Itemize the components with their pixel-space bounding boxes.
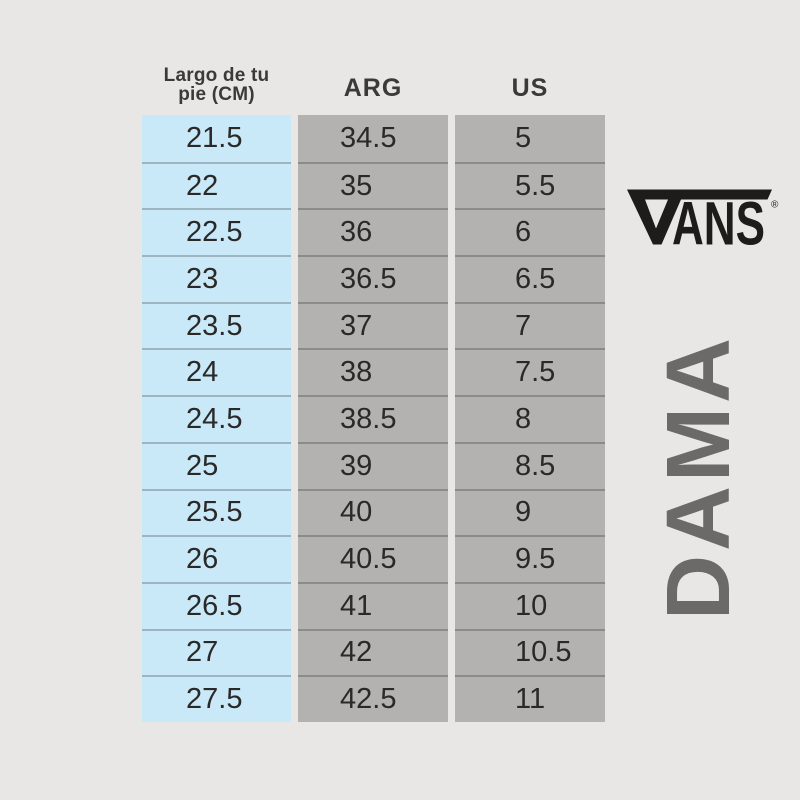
cell-size-arg: 37	[298, 301, 448, 349]
cell-size-arg: 38	[298, 348, 448, 396]
cell-size-us: 10	[455, 581, 605, 629]
size-table-body: 21.5 34.5 5 22 35 5.5 22.5 36 6 23 36.5 6.5 23.5 37 7 2…	[142, 115, 605, 722]
cell-foot-length-cm: 26.5	[142, 581, 291, 629]
cell-foot-length-cm: 27.5	[142, 675, 291, 722]
header-foot-length: Largo de tu pie (CM)	[142, 60, 291, 115]
cell-size-us: 9	[455, 488, 605, 536]
header-us: US	[511, 74, 549, 102]
size-table-header: Largo de tu pie (CM) ARG US	[142, 60, 605, 115]
cell-size-us: 11	[455, 675, 605, 722]
cell-foot-length-cm: 22.5	[142, 208, 291, 256]
cell-size-arg: 40.5	[298, 535, 448, 582]
cell-size-us: 10.5	[455, 628, 605, 676]
cell-foot-length-cm: 26	[142, 535, 291, 582]
cell-foot-length-cm: 22	[142, 161, 291, 209]
cell-size-arg: 41	[298, 581, 448, 629]
registered-trademark: ®	[771, 200, 779, 211]
cell-size-us: 8	[455, 395, 605, 442]
cell-size-arg: 35	[298, 161, 448, 209]
cell-size-us: 6	[455, 208, 605, 256]
cell-size-arg: 36	[298, 208, 448, 256]
cell-size-us: 9.5	[455, 535, 605, 582]
header-foot-length-line1: Largo de tu	[163, 65, 270, 86]
vans-logo-letters: ANS	[672, 190, 765, 248]
cell-foot-length-cm: 21.5	[142, 115, 291, 162]
cell-size-arg: 34.5	[298, 115, 448, 162]
cell-size-us: 5.5	[455, 161, 605, 209]
cell-foot-length-cm: 25.5	[142, 488, 291, 536]
cell-foot-length-cm: 25	[142, 441, 291, 489]
cell-foot-length-cm: 24.5	[142, 395, 291, 442]
cell-size-arg: 36.5	[298, 255, 448, 302]
cell-foot-length-cm: 23.5	[142, 301, 291, 349]
cell-foot-length-cm: 23	[142, 255, 291, 302]
cell-size-arg: 38.5	[298, 395, 448, 442]
header-foot-length-line2: pie (CM)	[178, 84, 255, 105]
header-arg: ARG	[343, 74, 403, 102]
cell-foot-length-cm: 27	[142, 628, 291, 676]
vans-v-flying-bar-icon	[627, 189, 772, 245]
cell-foot-length-cm: 24	[142, 348, 291, 396]
cell-size-arg: 42.5	[298, 675, 448, 722]
cell-size-us: 5	[455, 115, 605, 162]
cell-size-us: 7	[455, 301, 605, 349]
cell-size-arg: 39	[298, 441, 448, 489]
cell-size-us: 7.5	[455, 348, 605, 396]
vertical-label-dama: DAMA	[649, 334, 749, 620]
vans-logo: ANS ®	[627, 189, 779, 248]
cell-size-arg: 40	[298, 488, 448, 536]
cell-size-arg: 42	[298, 628, 448, 676]
cell-size-us: 8.5	[455, 441, 605, 489]
cell-size-us: 6.5	[455, 255, 605, 302]
